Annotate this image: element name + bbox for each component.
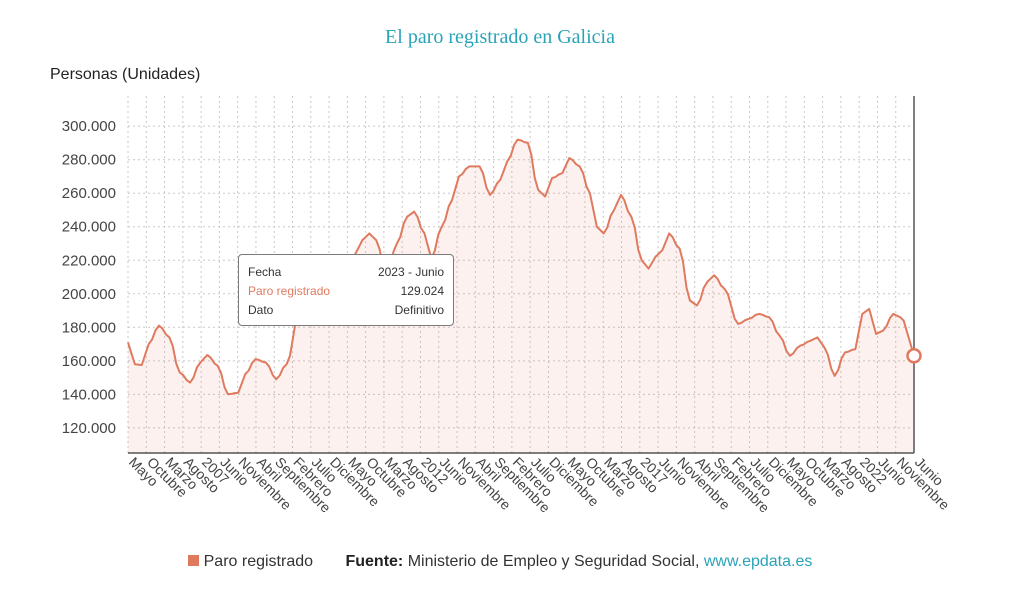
tooltip-value: 2023 - Junio (377, 265, 444, 279)
legend: Paro registrado Fuente: Ministerio de Em… (0, 553, 1000, 571)
tooltip-row-series: Paro registrado 129.024 (248, 282, 444, 301)
source-text: Ministerio de Empleo y Seguridad Social, (407, 553, 700, 570)
source-link[interactable]: www.epdata.es (703, 553, 813, 570)
y-tick-label: 260.000 (62, 185, 116, 202)
y-tick-label: 200.000 (62, 286, 116, 303)
y-axis-label: Personas (Unidades) (50, 66, 201, 83)
legend-item-series[interactable]: Paro registrado (187, 553, 314, 571)
y-tick-label: 160.000 (62, 353, 116, 370)
tooltip-row-date: Fecha 2023 - Junio (248, 263, 444, 282)
tooltip-key: Dato (248, 303, 274, 317)
legend-swatch (187, 555, 199, 567)
y-tick-label: 220.000 (62, 252, 116, 269)
tooltip-key: Fecha (248, 265, 282, 279)
tooltip-value: 129.024 (400, 284, 444, 298)
series-line (127, 138, 915, 396)
x-tick-labels: MayoOctubreMarzoAgosto2007JunioNoviembre… (126, 454, 953, 516)
tooltip-row-status: Dato Definitivo (248, 301, 444, 320)
y-tick-label: 120.000 (62, 420, 116, 437)
axes (128, 96, 915, 454)
hover-point-marker (906, 348, 922, 364)
series-area (127, 138, 915, 453)
y-tick-label: 300.000 (62, 118, 116, 135)
y-tick-label: 140.000 (62, 386, 116, 403)
y-tick-label: 240.000 (62, 219, 116, 236)
series-area-fill (128, 139, 914, 453)
y-tick-labels: 120.000 140.000 160.000 180.000 200.000 220.0… (62, 118, 116, 437)
tooltip-value: Definitivo (394, 303, 444, 317)
y-tick-label: 280.000 (62, 152, 116, 169)
series-markers[interactable] (906, 348, 922, 364)
chart-title: El paro registrado en Galicia (385, 26, 615, 48)
legend-series-label: Paro registrado (203, 553, 314, 570)
tooltip-key: Paro registrado (248, 284, 331, 298)
y-tick-label: 180.000 (62, 319, 116, 336)
source-label: Fuente: (345, 553, 404, 570)
data-tooltip: Fecha 2023 - Junio Paro registrado 129.0… (238, 254, 454, 326)
